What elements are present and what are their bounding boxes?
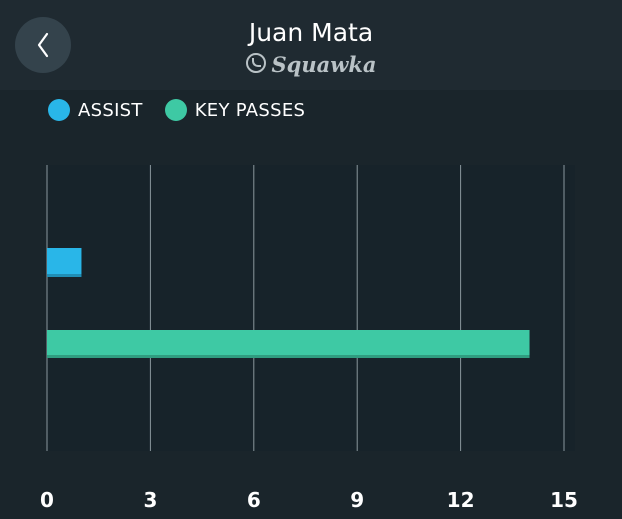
legend-item-assist: ASSIST <box>48 99 143 121</box>
legend-swatch-key-passes <box>164 99 187 121</box>
bar-key-passes <box>47 330 530 358</box>
back-button[interactable] <box>15 17 71 73</box>
bar-assist <box>47 248 82 277</box>
legend-label-key-passes: KEY PASSES <box>194 99 306 121</box>
page-title: Juan Mata <box>248 18 374 47</box>
plot-area <box>47 165 575 451</box>
legend-swatch-assist <box>48 99 70 121</box>
chart-legend: ASSIST KEY PASSES <box>48 96 327 124</box>
x-tick-label-3: 3 <box>143 488 157 512</box>
legend-item-key-passes: KEY PASSES <box>164 99 306 121</box>
brand-name: Squawka <box>271 52 377 77</box>
legend-label-assist: ASSIST <box>78 99 143 121</box>
chevron-left-icon <box>37 32 49 58</box>
x-tick-label-6: 6 <box>247 488 261 512</box>
squawka-logo-icon <box>245 53 266 73</box>
header-bar: Juan Mata Squawka <box>0 0 622 90</box>
x-tick-label-12: 12 <box>447 488 475 512</box>
x-tick-label-9: 9 <box>350 488 364 512</box>
x-tick-label-15: 15 <box>550 488 578 512</box>
brand-logo: Squawka <box>0 52 622 77</box>
x-tick-label-0: 0 <box>40 488 54 512</box>
